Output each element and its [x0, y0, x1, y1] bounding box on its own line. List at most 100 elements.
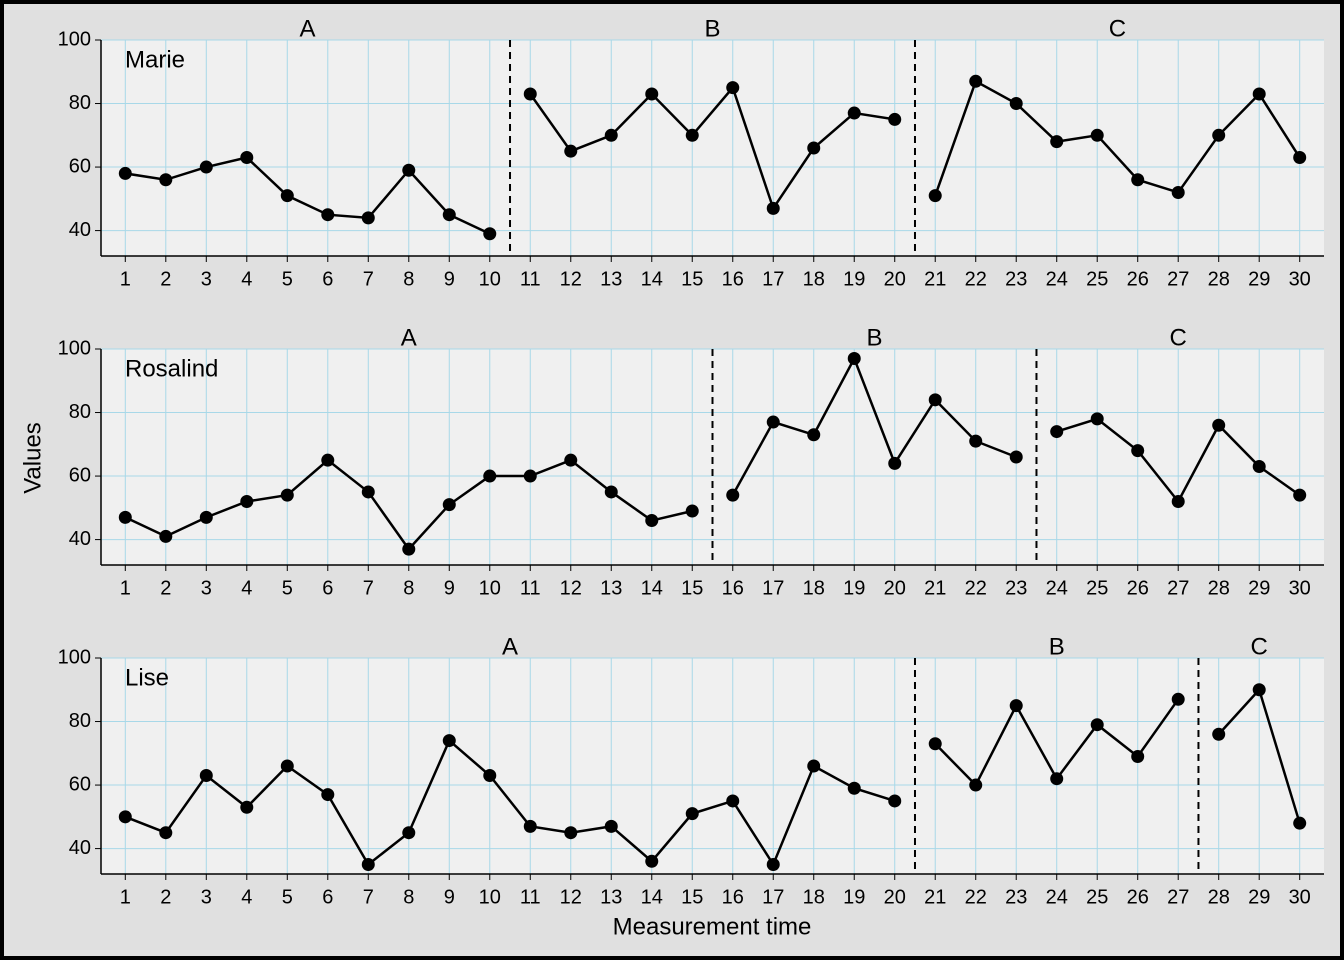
x-tick-label: 13 — [600, 886, 622, 908]
line — [124, 738, 896, 868]
x-tick-label: 24 — [1046, 577, 1068, 599]
y-axis-label: Values — [19, 422, 46, 494]
x-tick-label: 16 — [722, 268, 744, 290]
x-tick-label: 20 — [884, 268, 906, 290]
plot-area — [101, 40, 1324, 256]
point — [1171, 494, 1185, 508]
x-tick-label: 26 — [1127, 886, 1149, 908]
x-tick-label: 23 — [1005, 268, 1027, 290]
x-axis-label: Measurement time — [613, 913, 812, 940]
point — [1090, 412, 1104, 426]
y-tick-label: 100 — [58, 28, 91, 50]
phase-label: C — [1109, 15, 1126, 42]
point — [523, 469, 537, 483]
point — [726, 488, 740, 502]
x-tick-label: 22 — [965, 268, 987, 290]
x-tick-label: 7 — [363, 886, 374, 908]
x-tick-label: 22 — [965, 886, 987, 908]
x-tick-label: 17 — [762, 577, 784, 599]
y-tick-label: 40 — [69, 837, 91, 859]
point — [1009, 450, 1023, 464]
x-tick-label: 9 — [444, 577, 455, 599]
x-tick-label: 27 — [1167, 577, 1189, 599]
point — [726, 794, 740, 808]
phase-label: A — [502, 633, 518, 660]
point — [969, 778, 983, 792]
x-tick-label: 4 — [241, 886, 252, 908]
point — [523, 87, 537, 101]
point — [321, 788, 335, 802]
panel-name: Marie — [125, 46, 185, 73]
point — [847, 106, 861, 120]
point — [199, 510, 213, 524]
point — [1090, 128, 1104, 142]
x-tick-label: 10 — [479, 886, 501, 908]
point — [685, 807, 699, 821]
x-tick-label: 26 — [1127, 268, 1149, 290]
x-tick-label: 15 — [681, 886, 703, 908]
x-tick-label: 3 — [201, 577, 212, 599]
x-tick-label: 15 — [681, 577, 703, 599]
y-tick-label: 40 — [69, 219, 91, 241]
x-tick-label: 19 — [843, 268, 865, 290]
x-tick-label: 16 — [722, 886, 744, 908]
x-tick-label: 5 — [282, 268, 293, 290]
phase-label: C — [1251, 633, 1268, 660]
x-tick-label: 17 — [762, 886, 784, 908]
point — [1050, 425, 1064, 439]
x-tick-label: 5 — [282, 886, 293, 908]
point — [604, 819, 618, 833]
point — [321, 208, 335, 222]
x-tick-label: 11 — [520, 886, 541, 908]
point — [1212, 128, 1226, 142]
point — [888, 112, 902, 126]
point — [564, 453, 578, 467]
y-tick-label: 60 — [69, 155, 91, 177]
phase-label: B — [1049, 633, 1065, 660]
point — [321, 453, 335, 467]
x-tick-label: 9 — [444, 268, 455, 290]
point — [199, 160, 213, 174]
x-tick-label: 20 — [884, 577, 906, 599]
point — [199, 769, 213, 783]
panel-name: Rosalind — [125, 355, 218, 382]
x-tick-label: 30 — [1289, 268, 1311, 290]
y-tick-label: 100 — [58, 337, 91, 359]
x-tick-label: 14 — [641, 577, 663, 599]
line — [934, 79, 1301, 197]
x-tick-label: 1 — [120, 577, 131, 599]
point — [240, 800, 254, 814]
x-tick-label: 22 — [965, 577, 987, 599]
x-tick-label: 27 — [1167, 268, 1189, 290]
point — [442, 734, 456, 748]
point — [564, 826, 578, 840]
x-tick-label: 18 — [803, 268, 825, 290]
x-tick-label: 29 — [1248, 577, 1270, 599]
x-tick-label: 9 — [444, 886, 455, 908]
point — [1131, 173, 1145, 187]
point — [928, 737, 942, 751]
point — [1212, 727, 1226, 741]
x-tick-label: 12 — [560, 268, 582, 290]
x-tick-label: 8 — [403, 886, 414, 908]
point — [928, 189, 942, 203]
point — [159, 826, 173, 840]
x-tick-label: 15 — [681, 268, 703, 290]
line — [529, 85, 895, 212]
x-tick-label: 21 — [924, 577, 946, 599]
point — [1171, 692, 1185, 706]
point — [604, 128, 618, 142]
x-tick-label: 4 — [241, 268, 252, 290]
panel-name: Lise — [125, 664, 169, 691]
x-tick-label: 3 — [201, 886, 212, 908]
x-tick-label: 26 — [1127, 577, 1149, 599]
point — [361, 211, 375, 225]
x-tick-label: 24 — [1046, 268, 1068, 290]
point — [1009, 699, 1023, 713]
y-tick-label: 80 — [69, 401, 91, 423]
point — [685, 128, 699, 142]
x-tick-label: 24 — [1046, 886, 1068, 908]
point — [361, 857, 375, 871]
x-tick-label: 8 — [403, 268, 414, 290]
